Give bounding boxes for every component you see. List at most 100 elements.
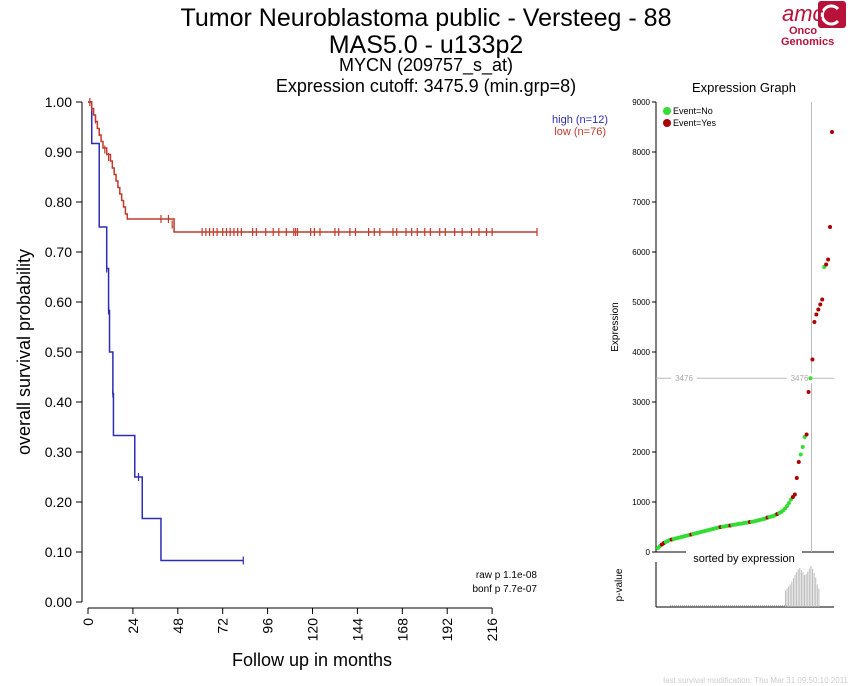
expression-y-tick-label: 9000 [632, 98, 650, 107]
km-y-tick-label: 0.70 [45, 244, 72, 260]
logo-genomics-text: Genomics [781, 36, 834, 46]
km-x-tick-label: 72 [215, 618, 231, 634]
chart-subtitle-cutoff: Expression cutoff: 3475.9 (min.grp=8) [275, 76, 577, 96]
logo-graphic: amc Onco Genomics [781, 1, 846, 46]
expression-y-tick-label: 2000 [632, 448, 650, 457]
km-y-tick-label: 0.00 [45, 594, 72, 610]
expression-point-event-no [785, 504, 790, 508]
chart-subtitle-platform: MAS5.0 - u133p2 [328, 31, 524, 59]
logo-swoosh [820, 4, 840, 26]
expression-y-tick-label: 7000 [632, 198, 650, 207]
pvalue-y-axis-label: p-value [614, 568, 625, 601]
km-y-tick-label: 0.60 [45, 294, 72, 310]
pvalue-bar [789, 584, 791, 607]
legend-event-no: Event=No [673, 106, 713, 116]
last-modification-note: last survival modification: Thu Mar 31 0… [663, 676, 848, 685]
pvalue-bar [804, 575, 806, 607]
km-y-tick-label: 0.50 [45, 344, 72, 360]
bonf-p-value: bonf p 7.7e-07 [473, 584, 538, 595]
km-x-axis-label: Follow up in months [232, 650, 392, 670]
pvalue-bar [808, 568, 810, 607]
cutoff-label-right-bg [786, 373, 813, 384]
expression-y-tick-label: 5000 [632, 298, 650, 307]
km-x-tick-label: 216 [484, 618, 500, 642]
cutoff-label-left-bg [671, 373, 697, 384]
expression-point-event-no [808, 376, 813, 381]
expression-graph-title: Expression Graph [692, 80, 796, 95]
expression-point-event-yes [796, 460, 801, 464]
legend-high: high (n=12) [552, 114, 608, 126]
legend-event-yes-marker [663, 119, 671, 127]
expression-point-event-yes [806, 390, 811, 394]
expression-y-tick-label: 4000 [632, 348, 650, 357]
pvalue-bar [818, 588, 820, 607]
expression-y-tick-label: 3000 [632, 398, 650, 407]
cutoff-label-left: 3476 [675, 374, 693, 383]
km-x-tick-label: 120 [305, 618, 321, 642]
expression-point-event-yes [816, 307, 821, 312]
expression-point-event-yes [794, 476, 799, 480]
logo-onco-text: Onco [789, 25, 817, 37]
pvalue-bar [813, 572, 815, 607]
expression-point-event-yes [828, 225, 833, 229]
expression-point-event-yes [826, 257, 831, 262]
pvalue-bar [791, 581, 793, 607]
expression-point-event-no [800, 445, 805, 449]
km-x-tick-label: 168 [394, 618, 410, 642]
expression-point-event-yes [810, 357, 815, 362]
chart-subtitle-gene: MYCN (209757_s_at) [338, 55, 514, 75]
pvalue-bar [810, 566, 812, 607]
expression-point-event-yes [812, 320, 817, 324]
pvalue-bar [805, 574, 807, 607]
pvalue-bar [792, 578, 794, 607]
km-series [88, 98, 538, 565]
expression-point-event-yes [814, 312, 819, 317]
expression-axes: 0 1000 2000 3000 4000 5000 6000 7000 8000 9000 347… [632, 98, 834, 557]
pvalue-bar [800, 570, 802, 607]
expression-point-event-yes [792, 492, 797, 497]
km-y-tick-label: 0.20 [45, 494, 72, 510]
km-y-tick-label: 0.30 [45, 444, 72, 460]
expression-y-tick-label: 6000 [632, 248, 650, 257]
km-x-tick-label: 0 [80, 618, 96, 626]
expression-y-tick-label: 8000 [632, 148, 650, 157]
pvalue-bar [796, 572, 798, 607]
km-curve-high [88, 101, 244, 562]
expression-point-event-yes [818, 302, 823, 307]
pvalue-bar [797, 569, 799, 607]
expression-point-event-yes [804, 432, 809, 437]
raw-p-value: raw p 1.1e-08 [476, 570, 538, 581]
km-axes: 0.00 0.10 0.20 0.30 0.40 0.50 0.60 0.70 0.80 0.90… [45, 94, 500, 641]
logo-amc-text: amc [782, 1, 824, 26]
pvalue-bar [815, 577, 817, 607]
sorted-label-bg [686, 551, 802, 565]
legend-event-no-marker [663, 107, 671, 115]
km-y-tick-label: 0.40 [45, 394, 72, 410]
km-x-tick-label: 144 [349, 618, 365, 642]
pvalue-bar [799, 568, 801, 607]
pvalue-bar [807, 571, 809, 607]
pvalue-bar [794, 575, 796, 607]
pvalue-bar [816, 584, 818, 607]
cutoff-label-right: 3476 [791, 374, 809, 383]
pvalue-bar [802, 572, 804, 607]
pvalue-panel [655, 562, 834, 608]
expression-y-tick-label: 1000 [632, 498, 650, 507]
expression-points [656, 130, 834, 550]
expression-point-event-no [798, 452, 803, 457]
expression-y-tick-label: 0 [646, 548, 651, 557]
km-curve-low [88, 101, 537, 233]
expression-y-axis-label: Expression [610, 302, 621, 351]
km-x-tick-label: 48 [170, 618, 186, 634]
expression-point-event-no [786, 501, 791, 505]
amc-oncogenomics-logo: amc Onco Genomics [778, 0, 848, 46]
pvalue-bar [784, 590, 786, 607]
km-y-tick-label: 0.90 [45, 144, 72, 160]
km-x-tick-label: 96 [260, 618, 276, 634]
km-y-tick-label: 0.10 [45, 544, 72, 560]
legend-low: low (n=76) [554, 126, 606, 138]
km-x-tick-label: 24 [125, 618, 141, 634]
km-y-tick-label: 1.00 [45, 94, 72, 110]
pvalue-bar [788, 586, 790, 607]
